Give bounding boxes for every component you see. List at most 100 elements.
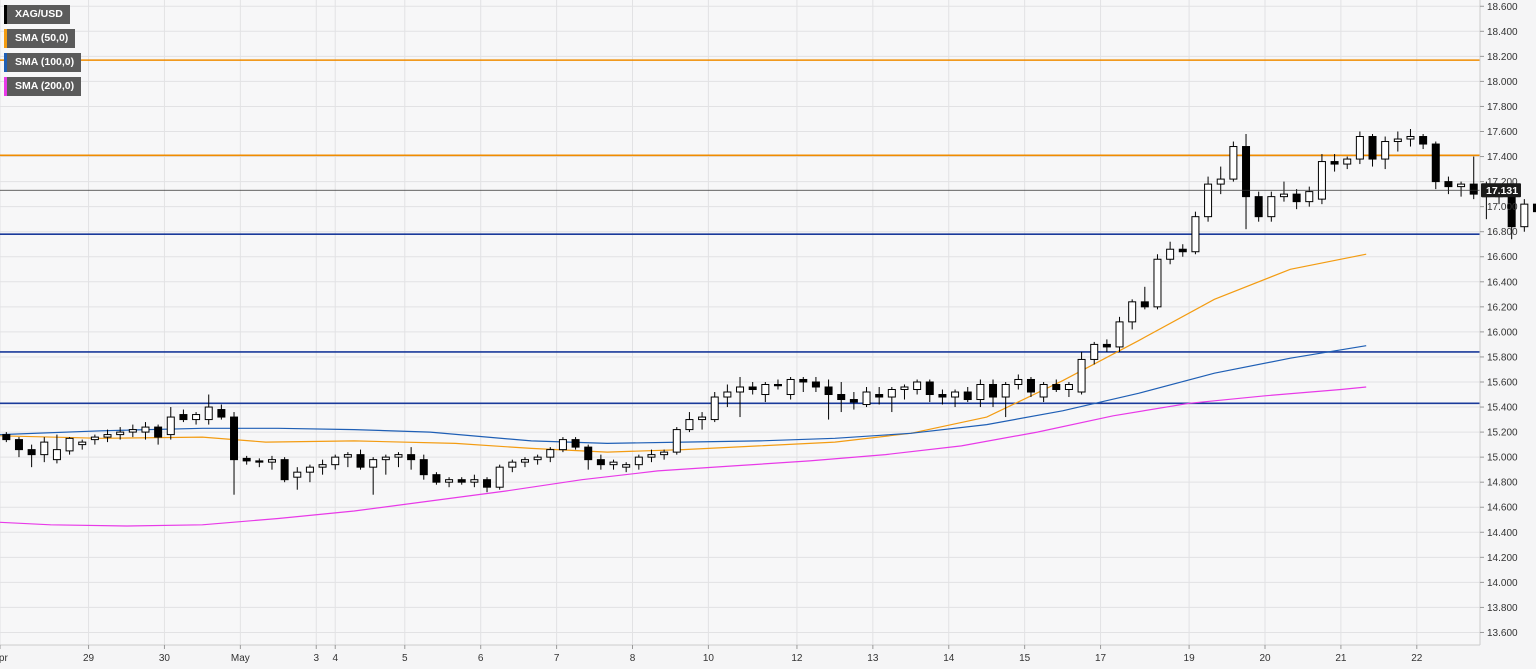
candle-down	[1292, 193, 1301, 203]
candle-down	[14, 439, 23, 451]
x-tick-label: Apr	[0, 653, 8, 664]
y-tick-label: 14.000	[1487, 578, 1518, 589]
candle-up	[862, 391, 871, 406]
candle-up	[90, 436, 99, 441]
y-tick-label: 14.800	[1487, 478, 1518, 489]
candle-up	[1014, 378, 1023, 385]
candle-up	[78, 441, 87, 446]
x-tick-label: 29	[83, 653, 95, 664]
y-tick-label: 18.200	[1487, 52, 1518, 63]
x-axis: Apr 29 30 May 3 4 5 6 7 8 10 12 13 14 15 17 19 20 21 22	[0, 645, 1423, 664]
legend-swatch	[4, 5, 7, 24]
y-tick-label: 14.200	[1487, 553, 1518, 564]
candle-down	[773, 383, 782, 387]
candle-up	[558, 439, 567, 451]
legend-swatch	[4, 77, 7, 96]
candle-up	[1381, 141, 1390, 160]
candle-up	[1001, 383, 1010, 398]
candle-up	[546, 449, 555, 458]
plot-background	[0, 0, 1480, 645]
x-tick-label: 5	[402, 653, 408, 664]
candle-up	[951, 391, 960, 398]
sma-line	[0, 345, 1367, 445]
legend-swatch	[4, 53, 7, 72]
x-tick-label: 22	[1411, 653, 1423, 664]
y-tick-label: 13.800	[1487, 603, 1518, 614]
y-axis: 18.600 18.400 18.200 18.000 17.800 17.600 17.4…	[1480, 2, 1518, 639]
candle-down	[989, 383, 998, 398]
candle-down	[925, 381, 934, 396]
x-tick-label: 8	[630, 653, 636, 664]
candle-up	[1064, 383, 1073, 391]
candles	[2, 129, 1536, 495]
candle-down	[1419, 136, 1428, 145]
candle-up	[1317, 161, 1326, 200]
legend-item-sma100[interactable]: SMA (100,0)	[4, 53, 82, 72]
x-tick-label: May	[231, 653, 250, 664]
candle-down	[2, 434, 11, 441]
y-tick-label: 16.000	[1487, 327, 1518, 338]
candle-up	[1204, 183, 1213, 218]
candle-up	[267, 459, 276, 463]
candle-down	[179, 414, 188, 421]
candle-down	[596, 459, 605, 466]
legend-item-xagusd[interactable]: XAG/USD	[4, 5, 70, 24]
candle-down	[280, 459, 289, 481]
candle-up	[192, 414, 201, 421]
candle-up	[761, 383, 770, 396]
candle-up	[128, 429, 137, 433]
candle-up	[887, 389, 896, 398]
candle-down	[1254, 196, 1263, 218]
candle-down	[824, 386, 833, 396]
x-tick-label: 3	[313, 653, 319, 664]
candle-down	[1178, 248, 1187, 253]
legend-label: SMA (100,0)	[15, 56, 75, 68]
candle-down	[1026, 378, 1035, 393]
y-tick-label: 17.600	[1487, 127, 1518, 138]
x-tick-label: 21	[1335, 653, 1347, 664]
candle-down	[242, 457, 251, 462]
candle-up	[1039, 383, 1048, 398]
legend-item-sma200[interactable]: SMA (200,0)	[4, 77, 82, 96]
candle-up	[1115, 321, 1124, 348]
candle-up	[976, 383, 985, 401]
y-tick-label: 14.600	[1487, 503, 1518, 514]
candle-up	[293, 471, 302, 478]
candle-up	[913, 381, 922, 391]
y-tick-label: 14.400	[1487, 528, 1518, 539]
legend: XAG/USD SMA (50,0) SMA (100,0) SMA (200,…	[4, 5, 82, 101]
candle-down	[255, 460, 264, 463]
candle-up	[660, 451, 669, 456]
candle-up	[141, 426, 150, 433]
candle-up	[204, 406, 213, 421]
candle-up	[1267, 196, 1276, 218]
candle-down	[483, 479, 492, 488]
candle-up	[52, 449, 61, 461]
candle-up	[1393, 138, 1402, 143]
candle-up	[647, 454, 656, 458]
candle-down	[27, 449, 36, 456]
candle-up	[685, 419, 694, 431]
candle-up	[116, 431, 125, 436]
moving-averages	[0, 253, 1367, 527]
x-tick-label: 30	[159, 653, 171, 664]
candle-up	[445, 479, 454, 483]
grid	[0, 0, 1480, 645]
candle-up	[609, 461, 618, 466]
candle-up	[786, 378, 795, 396]
y-tick-label: 17.000	[1487, 202, 1518, 213]
legend-item-sma50[interactable]: SMA (50,0)	[4, 29, 76, 48]
candle-down	[1052, 383, 1061, 391]
candle-down	[1242, 146, 1251, 198]
candle-up	[698, 416, 707, 421]
x-tick-label: 14	[943, 653, 955, 664]
candle-up	[900, 386, 909, 391]
candle-up	[736, 386, 745, 393]
candle-up	[394, 454, 403, 458]
candle-up	[1279, 193, 1288, 198]
y-tick-label: 15.600	[1487, 377, 1518, 388]
candle-up	[1406, 136, 1415, 140]
candle-up	[1090, 343, 1099, 360]
candle-down	[875, 394, 884, 398]
